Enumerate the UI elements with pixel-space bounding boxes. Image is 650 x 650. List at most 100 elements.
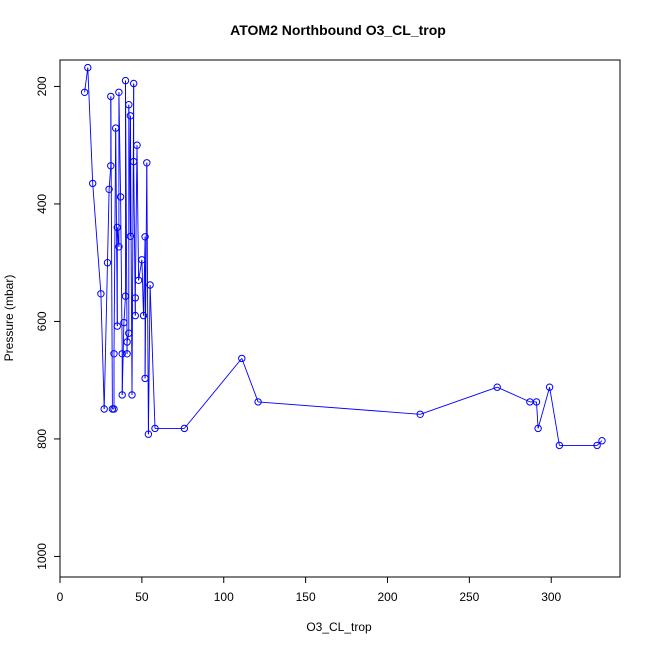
series-line-segment (549, 387, 560, 446)
y-tick-label: 800 (35, 429, 49, 449)
chart-title: ATOM2 Northbound O3_CL_trop (230, 22, 446, 38)
x-tick-label: 250 (459, 590, 479, 604)
data-point (131, 294, 140, 302)
series-line-segment (136, 145, 140, 281)
series-lines (84, 67, 603, 446)
data-point (130, 157, 138, 166)
x-tick-label: 150 (296, 590, 316, 604)
series-line-segment (144, 162, 148, 379)
data-point (598, 437, 606, 445)
data-point (125, 101, 133, 109)
data-point (105, 185, 113, 194)
data-point (138, 256, 146, 264)
data-point (416, 410, 424, 418)
data-point (141, 374, 149, 383)
data-point (254, 398, 262, 406)
data-point (141, 233, 149, 241)
data-point (121, 76, 130, 85)
series-line-segment (184, 358, 243, 429)
data-points (80, 63, 606, 450)
data-point (100, 405, 108, 413)
data-point (116, 193, 125, 201)
data-point (532, 398, 541, 406)
y-axis-label: Pressure (mbar) (2, 275, 16, 362)
data-point (115, 88, 123, 97)
x-tick-label: 300 (541, 590, 561, 604)
series-line-segment (146, 162, 149, 435)
y-axis: 200 400 600 800 1000 (35, 76, 61, 570)
data-point (110, 350, 118, 358)
series-line-segment (147, 284, 151, 435)
series-line-segment (125, 80, 128, 354)
data-point (121, 292, 130, 300)
data-point (84, 63, 92, 72)
series-line-segment (126, 333, 130, 343)
data-point (555, 441, 564, 450)
series-line-segment (118, 92, 122, 197)
y-tick-label: 1000 (35, 543, 49, 570)
data-point (134, 276, 143, 284)
data-point (80, 88, 89, 97)
series-line-segment (92, 183, 102, 294)
series-line-segment (134, 145, 138, 298)
data-point (180, 424, 189, 433)
data-point (133, 141, 141, 149)
series-line-segment (420, 386, 498, 415)
data-point (120, 318, 128, 327)
data-point (103, 259, 112, 267)
series-line-segment (123, 296, 126, 323)
data-point (89, 179, 97, 188)
series-line-segment (84, 67, 89, 93)
data-point (143, 159, 151, 167)
series-line-segment (536, 401, 539, 429)
data-point (534, 424, 542, 433)
series-line-segment (258, 401, 421, 415)
data-point (146, 281, 154, 289)
data-point (130, 79, 138, 88)
series-line-segment (241, 358, 259, 403)
series-line-segment (110, 96, 113, 410)
data-point (128, 391, 136, 399)
y-tick-label: 400 (35, 194, 49, 214)
series-line-segment (113, 128, 117, 354)
data-point (123, 338, 131, 346)
data-point (139, 311, 148, 320)
y-tick-label: 600 (35, 311, 49, 331)
data-point (107, 92, 115, 101)
data-point (545, 383, 554, 391)
series-line-segment (100, 293, 105, 410)
series-line-segment (141, 259, 144, 316)
y-tick-label: 200 (35, 76, 49, 96)
x-axis: 0 50 100 150 200 250 300 (57, 576, 562, 604)
x-tick-label: 50 (135, 590, 149, 604)
x-tick-label: 0 (57, 590, 64, 604)
series-line-segment (103, 262, 108, 410)
data-point (493, 383, 501, 391)
series-line-segment (120, 196, 123, 354)
x-tick-label: 100 (214, 590, 234, 604)
series-line-segment (107, 189, 110, 263)
data-point (97, 290, 105, 298)
series-line-segment (87, 67, 94, 184)
data-point (113, 322, 122, 330)
data-point (115, 243, 123, 251)
data-point (107, 162, 115, 170)
series-line-segment (108, 165, 112, 190)
data-point (131, 311, 140, 320)
data-point (118, 350, 126, 358)
data-point (123, 350, 131, 358)
data-point (151, 424, 159, 433)
data-point (126, 112, 135, 120)
data-point (113, 223, 122, 232)
series-line-segment (121, 322, 125, 395)
x-axis-label: O3_CL_trop (306, 620, 372, 634)
data-point (110, 405, 118, 413)
data-point (593, 441, 601, 450)
series-line-segment (149, 284, 156, 429)
data-point (238, 354, 246, 363)
data-point (125, 329, 133, 337)
data-point (112, 124, 120, 132)
data-point (126, 232, 135, 241)
x-tick-label: 200 (377, 590, 397, 604)
